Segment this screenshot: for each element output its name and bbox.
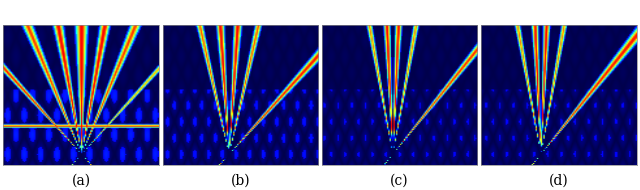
Text: (c): (c) [390,174,409,188]
Text: (a): (a) [72,174,90,188]
Text: (b): (b) [230,174,250,188]
Text: (d): (d) [549,174,569,188]
